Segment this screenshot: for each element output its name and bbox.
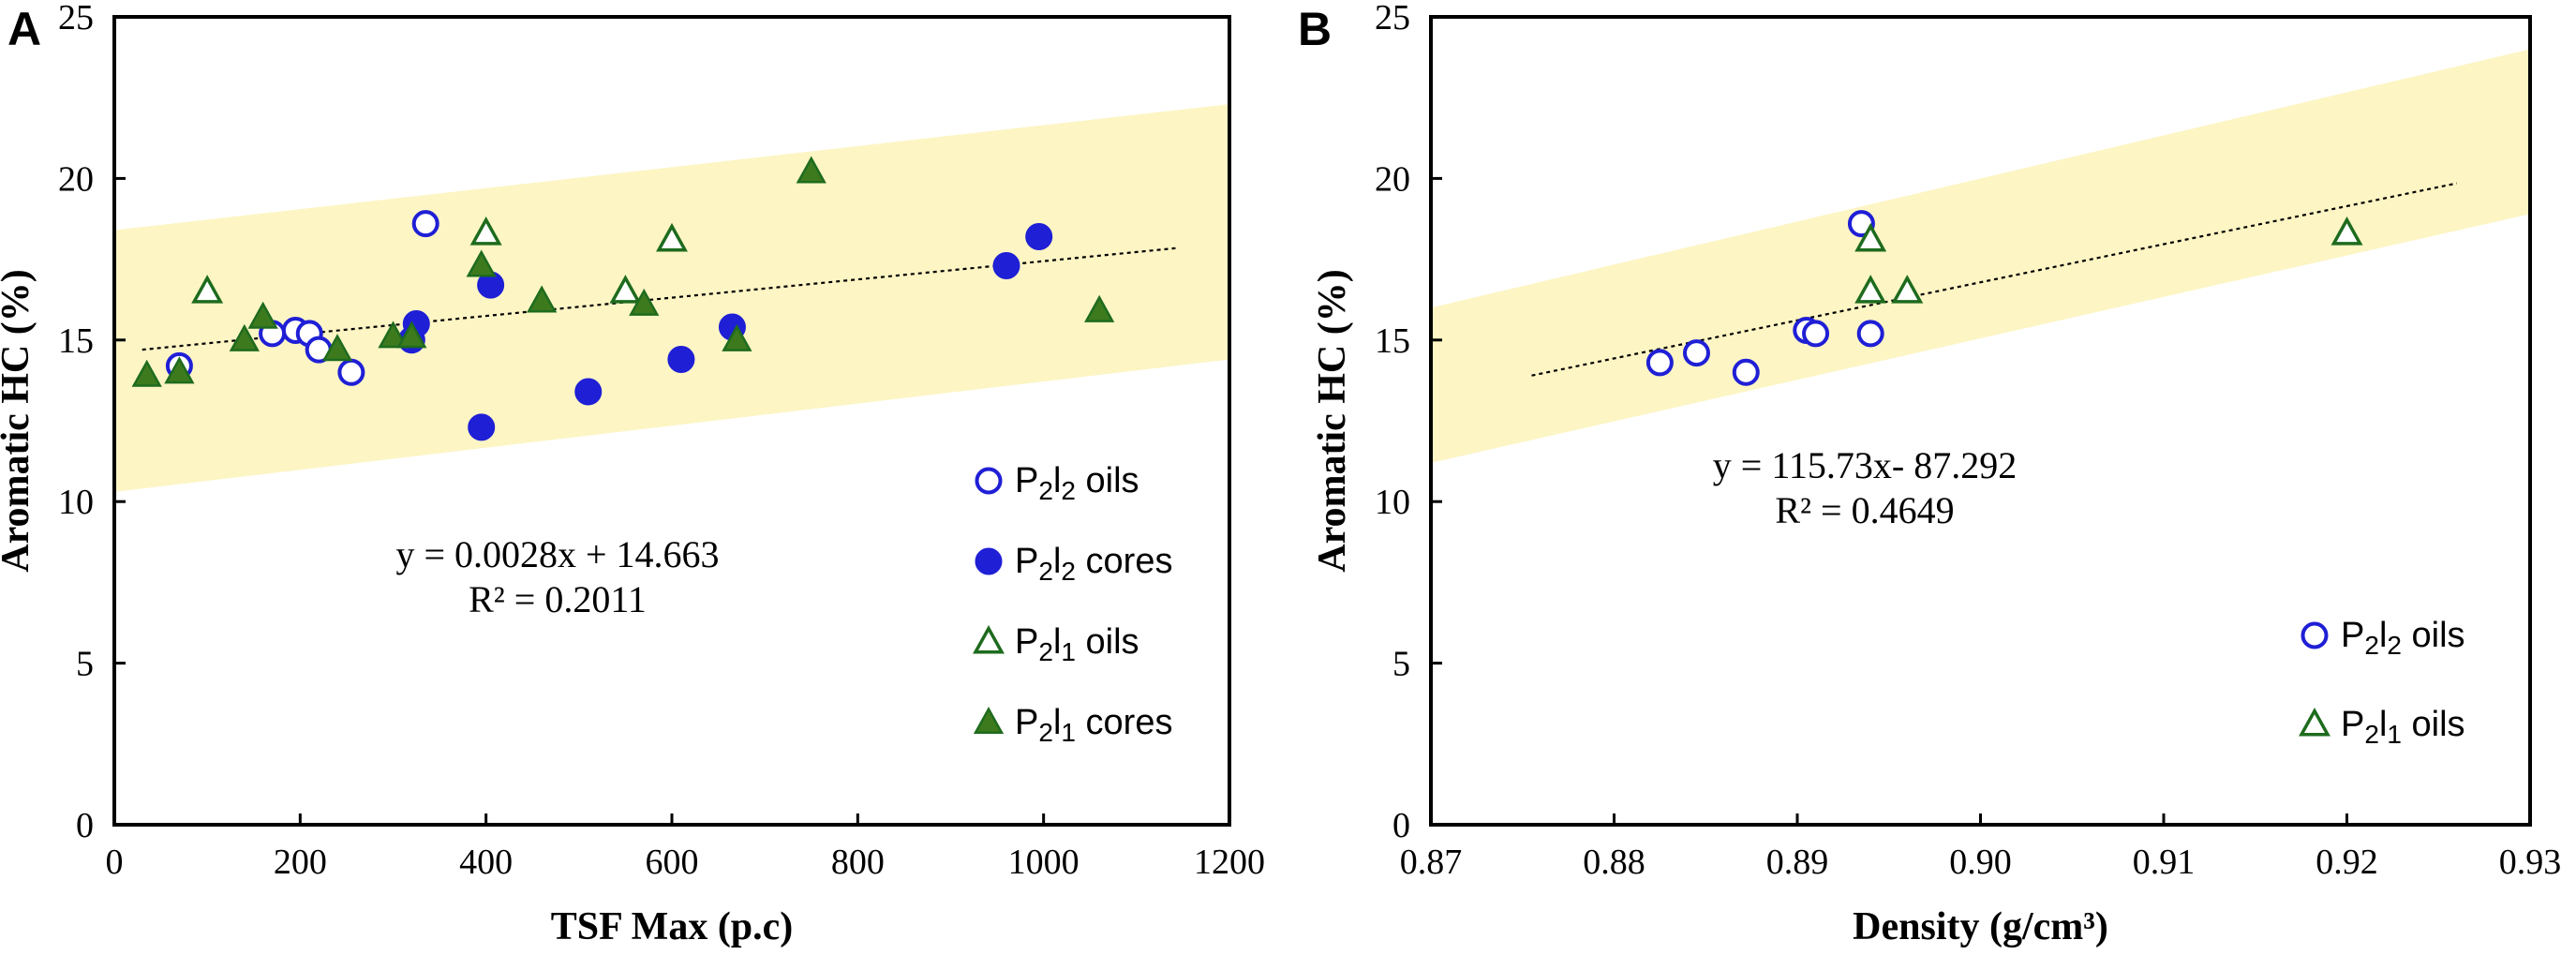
legend-marker [2299, 707, 2330, 737]
data-point [656, 222, 688, 252]
y-axis-label: Aromatic HC (%) [0, 269, 37, 572]
series-p2l2-oils [1645, 210, 1884, 386]
legend-marker [973, 707, 1005, 735]
x-tick-label: 200 [274, 843, 327, 882]
x-tick-label: 1000 [1008, 843, 1080, 882]
x-axis-label: TSF Max (p.c) [551, 905, 794, 948]
legend-marker [973, 624, 1005, 654]
panel-B: 0.87 0.88 0.89 0.90 0.91 0.92 0.93 0 5 10 15 20 25 De… [1298, 0, 2561, 948]
y-tick-label: 20 [58, 159, 94, 199]
y-tick-label: 10 [58, 483, 94, 522]
data-point [1084, 294, 1115, 322]
data-point [1856, 320, 1884, 348]
data-point [1732, 358, 1760, 386]
legend-marker [975, 547, 1003, 575]
y-tick-label: 0 [1392, 806, 1410, 845]
x-tick-label: 0.90 [1949, 843, 2012, 882]
legend-label: P2l2 oils [1015, 461, 1139, 505]
series-p2l1-oils [1854, 216, 2363, 304]
y-tick-label: 5 [1392, 645, 1410, 684]
x-tick-label: 0.87 [1400, 843, 1463, 882]
data-point [191, 275, 224, 304]
legend-entry: P2l1 cores [973, 703, 1172, 747]
data-point [469, 216, 502, 246]
x-tick-label: 1200 [1194, 843, 1265, 882]
data-point [2330, 216, 2363, 246]
x-tick-label: 0.91 [2133, 843, 2196, 882]
data-point [468, 413, 496, 441]
panel-label: A [7, 3, 41, 55]
legend-label: P2l2 cores [1015, 542, 1172, 586]
data-point [1891, 275, 1924, 304]
y-tick-label: 25 [1375, 0, 1410, 37]
data-point [164, 356, 195, 384]
r-squared: R² = 0.2011 [469, 578, 647, 620]
panel-A: 0 200 400 600 800 1000 1200 0 5 10 15 20 25 TSF Max (… [0, 0, 1265, 948]
x-tick-label: 600 [646, 843, 699, 882]
confidence-band [1431, 49, 2530, 463]
x-tick-label: 0.89 [1766, 843, 1829, 882]
y-tick-label: 10 [1375, 483, 1410, 522]
legend-entry: P2l1 oils [2299, 705, 2465, 749]
y-axis-label: Aromatic HC (%) [1311, 269, 1354, 572]
legend-label: P2l1 cores [1015, 703, 1172, 747]
legend-label: P2l1 oils [1015, 622, 1139, 666]
legend-marker [2301, 621, 2329, 649]
data-point [796, 156, 826, 184]
legend-label: P2l2 oils [2341, 616, 2465, 660]
x-tick-label: 0 [106, 843, 124, 882]
data-point [629, 288, 660, 316]
series-p2l1-oils [191, 216, 688, 304]
data-point [1645, 349, 1674, 377]
legend-entry: P2l1 oils [973, 622, 1139, 666]
data-point [1682, 339, 1710, 367]
data-point [321, 334, 353, 362]
legend-entry: P2l2 oils [2301, 616, 2465, 660]
x-tick-label: 800 [831, 843, 885, 882]
legend-marker [975, 467, 1003, 495]
y-tick-label: 15 [1375, 321, 1410, 361]
data-point [1802, 320, 1830, 348]
data-point [229, 323, 260, 351]
data-point [667, 345, 695, 373]
data-point [722, 323, 752, 351]
regression-equation: y = 115.73x- 87.292 [1713, 444, 2017, 486]
regression-equation: y = 0.0028x + 14.663 [395, 533, 719, 575]
r-squared: R² = 0.4649 [1775, 489, 1954, 531]
y-tick-label: 5 [76, 645, 94, 684]
data-point [992, 251, 1020, 279]
legend-label: P2l1 oils [2341, 705, 2465, 749]
x-tick-label: 0.92 [2315, 843, 2378, 882]
series-p2l1-cores [131, 156, 1115, 387]
confidence-band [114, 104, 1229, 492]
data-point [1854, 222, 1887, 252]
y-tick-label: 25 [58, 0, 94, 37]
y-tick-label: 15 [58, 321, 94, 361]
x-tick-label: 0.88 [1583, 843, 1645, 882]
legend-entry: P2l2 oils [975, 461, 1139, 505]
y-tick-label: 20 [1375, 159, 1410, 199]
data-point [247, 301, 278, 329]
x-tick-label: 0.93 [2499, 843, 2562, 882]
data-point [411, 210, 439, 238]
legend-entry: P2l2 cores [975, 542, 1172, 586]
trendline [1531, 182, 2458, 377]
x-axis-label: Density (g/cm³) [1853, 905, 2108, 948]
data-point [131, 359, 162, 387]
data-point [609, 275, 642, 304]
data-point [396, 321, 427, 349]
data-point [1025, 222, 1053, 250]
panel-label: B [1298, 3, 1332, 55]
data-point [527, 285, 558, 313]
data-point [337, 358, 365, 386]
y-tick-label: 0 [76, 806, 94, 845]
data-point [574, 378, 603, 406]
data-point [466, 249, 497, 277]
x-tick-label: 400 [459, 843, 513, 882]
data-point [378, 321, 409, 349]
data-point [1854, 275, 1887, 304]
